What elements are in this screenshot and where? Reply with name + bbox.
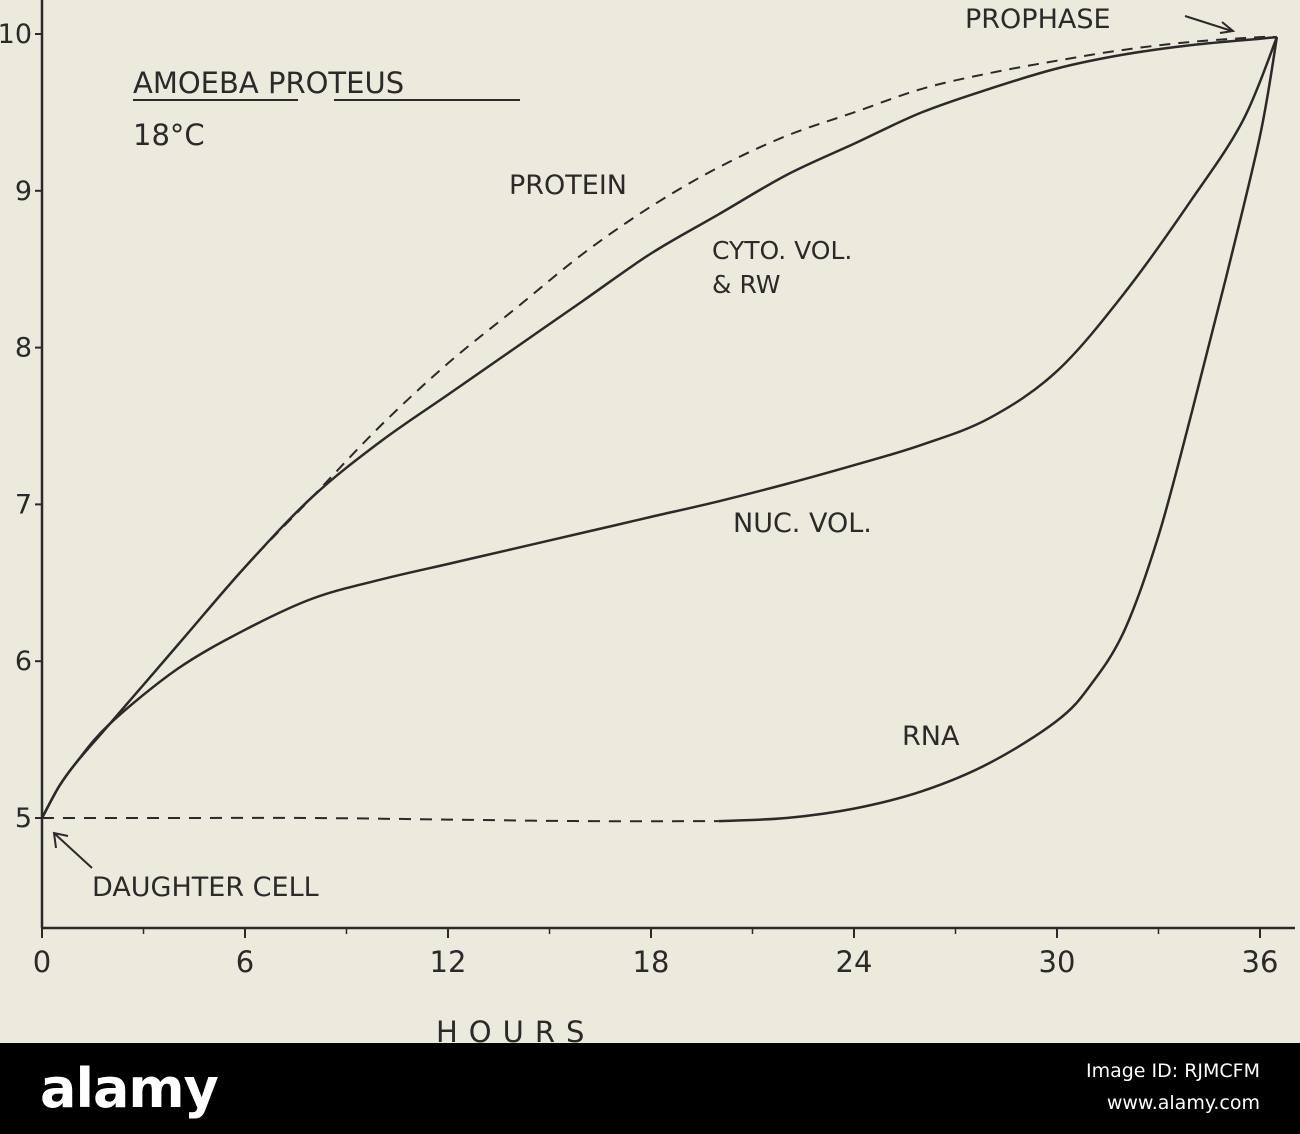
x-tick-label: 36 [1242, 945, 1279, 979]
annotation-nuc-vol: NUC. VOL. [733, 508, 872, 539]
series-line-nuc-vol [40, 36, 1279, 819]
y-tick-label: 9 [15, 176, 32, 207]
prophase-arrow [1184, 15, 1236, 34]
series-line-rna [718, 36, 1279, 823]
x-tick-label: 18 [633, 945, 670, 979]
axes [35, 0, 1295, 938]
annotation-cyto-vol-line2: & RW [712, 270, 781, 299]
x-tick-label: 24 [836, 945, 873, 979]
series-line-protein [41, 35, 1277, 819]
x-tick-label: 12 [430, 945, 467, 979]
x-tick-label: 6 [236, 945, 254, 979]
y-tick-label: 6 [15, 646, 32, 677]
annotation-cyto-vol-line1: CYTO. VOL. [712, 236, 852, 265]
watermark-footer: alamy Image ID: RJMCFM www.alamy.com [0, 1043, 1300, 1134]
image-id: Image ID: RJMCFM [1085, 1060, 1260, 1082]
annotation-rna: RNA [902, 721, 960, 752]
annotation-protein: PROTEIN [509, 170, 627, 201]
footer-url: www.alamy.com [1106, 1092, 1260, 1114]
series-line-cyto-vol-rw [40, 35, 1278, 819]
x-axis-label: HOURS [436, 1015, 595, 1043]
annotation-prophase: PROPHASE [965, 4, 1111, 35]
footer-info: Image ID: RJMCFM www.alamy.com [1086, 1055, 1260, 1119]
y-tick-label: 5 [15, 803, 32, 834]
brand-logo: alamy [40, 1057, 219, 1120]
x-tick-label: 30 [1039, 945, 1076, 979]
series-lines [40, 35, 1279, 823]
tick-labels: 5 6 7 8 9 10 0 6 12 18 24 30 36 [0, 19, 1278, 979]
daughter-cell-arrow [52, 831, 93, 869]
y-tick-label: 7 [15, 489, 32, 520]
series-line-rna-dashed [42, 816, 719, 823]
chart-title: AMOEBA PROTEUS [133, 66, 404, 100]
x-tick-label: 0 [33, 945, 51, 979]
y-tick-label: 8 [15, 333, 32, 364]
chart-area: 5 6 7 8 9 10 0 6 12 18 24 30 36 AMOEBA PROTEUS 18°C … [0, 0, 1295, 1043]
annotation-daughter-cell: DAUGHTER CELL [92, 872, 319, 903]
chart-subtitle: 18°C [133, 118, 205, 152]
y-tick-label: 10 [0, 19, 32, 50]
